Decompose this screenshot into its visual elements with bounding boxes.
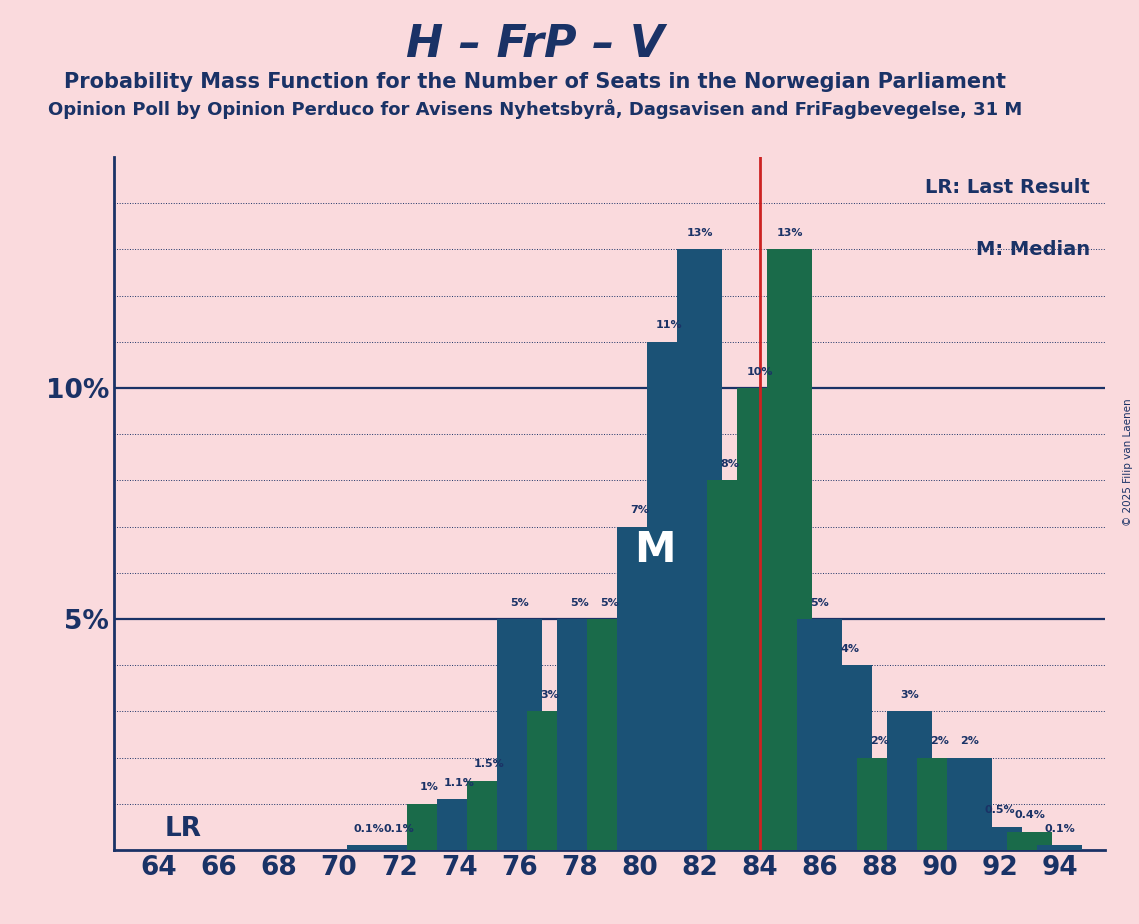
Text: 3%: 3% xyxy=(900,690,919,700)
Bar xyxy=(737,388,782,850)
Text: 0.1%: 0.1% xyxy=(1044,824,1075,833)
Text: 8%: 8% xyxy=(720,459,739,468)
Text: 2%: 2% xyxy=(931,736,949,747)
Bar xyxy=(407,804,452,850)
Bar xyxy=(557,619,601,850)
Bar xyxy=(858,758,902,850)
Text: 2%: 2% xyxy=(960,736,980,747)
Text: © 2025 Filip van Laenen: © 2025 Filip van Laenen xyxy=(1123,398,1133,526)
Bar xyxy=(977,827,1023,850)
Bar xyxy=(677,249,722,850)
Text: 5%: 5% xyxy=(600,598,618,608)
Text: 13%: 13% xyxy=(777,228,803,237)
Text: 3%: 3% xyxy=(540,690,559,700)
Text: 5%: 5% xyxy=(510,598,528,608)
Bar xyxy=(617,527,662,850)
Text: M: M xyxy=(633,529,675,571)
Bar xyxy=(377,845,421,850)
Bar xyxy=(707,480,752,850)
Text: LR: LR xyxy=(165,816,202,842)
Text: 13%: 13% xyxy=(686,228,713,237)
Bar xyxy=(1007,832,1052,850)
Text: 0.5%: 0.5% xyxy=(984,806,1015,815)
Text: 1.1%: 1.1% xyxy=(444,778,475,787)
Text: 5%: 5% xyxy=(810,598,829,608)
Bar xyxy=(587,619,632,850)
Text: LR: Last Result: LR: Last Result xyxy=(925,177,1090,197)
Bar xyxy=(467,781,511,850)
Text: 1%: 1% xyxy=(420,783,439,792)
Text: 10%: 10% xyxy=(746,367,772,377)
Bar xyxy=(527,711,572,850)
Bar xyxy=(917,758,962,850)
Bar xyxy=(827,665,872,850)
Text: 0.1%: 0.1% xyxy=(384,824,415,833)
Text: 1.5%: 1.5% xyxy=(474,760,505,769)
Bar xyxy=(948,758,992,850)
Bar xyxy=(887,711,932,850)
Bar xyxy=(497,619,542,850)
Text: 4%: 4% xyxy=(841,644,859,654)
Text: 0.1%: 0.1% xyxy=(354,824,385,833)
Text: Opinion Poll by Opinion Perduco for Avisens Nyhetsbyrå, Dagsavisen and FriFagbev: Opinion Poll by Opinion Perduco for Avis… xyxy=(48,99,1023,119)
Bar xyxy=(647,342,693,850)
Text: M: Median: M: Median xyxy=(976,240,1090,260)
Bar xyxy=(797,619,842,850)
Text: H – FrP – V: H – FrP – V xyxy=(407,23,664,67)
Bar xyxy=(1038,845,1082,850)
Text: 11%: 11% xyxy=(656,321,682,331)
Bar xyxy=(436,799,482,850)
Text: 7%: 7% xyxy=(630,505,649,515)
Text: 5%: 5% xyxy=(570,598,589,608)
Text: 0.4%: 0.4% xyxy=(1015,810,1046,821)
Text: 2%: 2% xyxy=(870,736,890,747)
Bar xyxy=(346,845,392,850)
Bar xyxy=(767,249,812,850)
Text: Probability Mass Function for the Number of Seats in the Norwegian Parliament: Probability Mass Function for the Number… xyxy=(64,72,1007,92)
